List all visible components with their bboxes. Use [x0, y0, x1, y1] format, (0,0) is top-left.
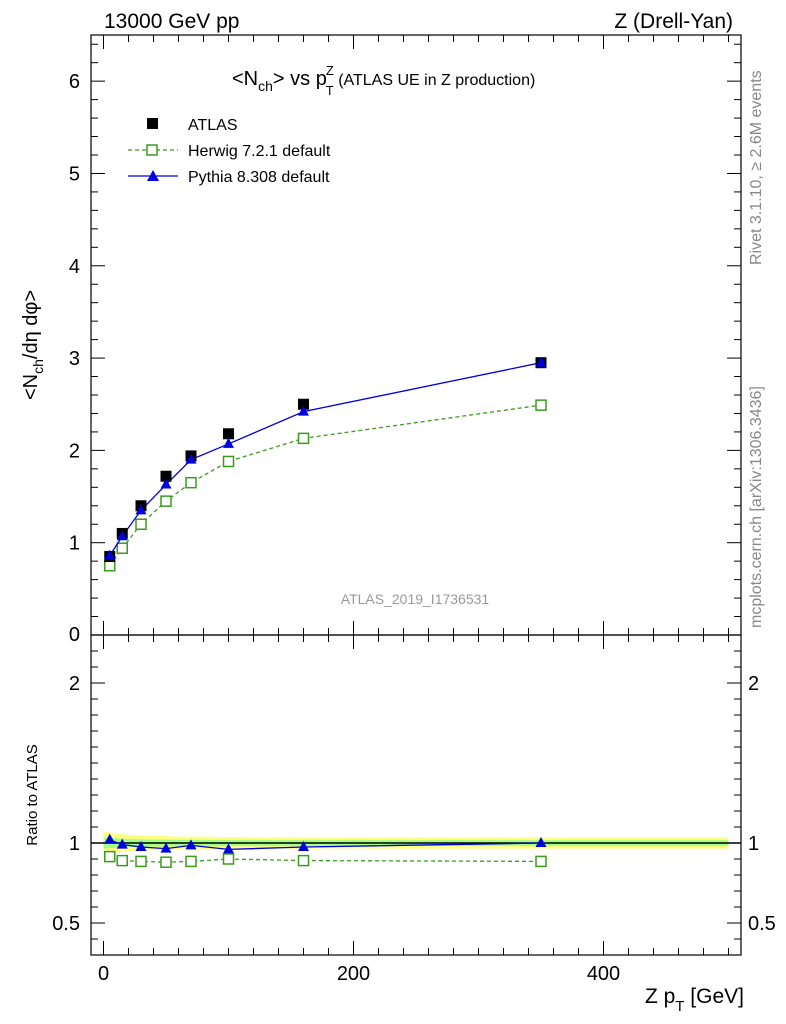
herwig-point [135, 518, 147, 530]
ratio-herwig-point [535, 855, 547, 868]
x-tick-label: 400 [587, 963, 620, 985]
atlas-point [223, 428, 234, 440]
ratio-pythia-point [160, 842, 172, 853]
ratio-pythia-point [116, 838, 128, 849]
ratio-pythia-point [104, 833, 116, 844]
ratio-herwig-point [160, 856, 172, 868]
ratio-herwig-point [222, 853, 235, 865]
y-tick-label: 6 [69, 71, 80, 93]
herwig-point [535, 399, 547, 411]
ratio-y-tick-label-right: 2 [748, 673, 759, 695]
top-series-layer [104, 356, 547, 572]
mcplots-label: mcplots.cern.ch [arXiv:1306.3436] [748, 386, 765, 628]
ratio-pythia-point [135, 841, 147, 851]
pythia-point [298, 405, 309, 416]
pythia-point [185, 453, 197, 464]
ratio-panel-frame [90, 634, 742, 956]
pythia-point [223, 437, 234, 448]
ratio-herwig-point [297, 854, 310, 867]
analysis-id-label: ATLAS_2019_I1736531 [341, 591, 490, 607]
axis-ticks [91, 35, 741, 955]
pythia-point [160, 478, 172, 489]
y-tick-label: 4 [69, 256, 80, 278]
ratio-y-tick-label: 1 [69, 833, 80, 855]
ratio-herwig-point [135, 855, 147, 868]
legend-herwig-marker [146, 144, 158, 156]
legend-pythia-marker [147, 170, 159, 181]
herwig-line [109, 404, 542, 567]
chart-title: <Nch> vs pZ T (ATLAS UE in Z production) [232, 63, 535, 98]
ratio-herwig-point [116, 854, 128, 867]
legend-atlas-label: ATLAS [188, 117, 238, 134]
herwig-point [185, 476, 197, 489]
y-tick-label: 5 [69, 163, 80, 185]
ratio-pythia-point [298, 841, 309, 851]
herwig-point [160, 495, 172, 507]
x-tick-label: 200 [337, 963, 370, 985]
x-tick-label: 0 [98, 963, 109, 985]
ratio-y-axis-label: Ratio to ATLAS [24, 744, 41, 845]
ratio-herwig-line [109, 855, 542, 863]
legend: ATLAS Herwig 7.2.1 default Pythia 8.308 … [128, 117, 331, 186]
header-right-label: Z (Drell-Yan) [614, 10, 733, 33]
pythia-line [109, 362, 542, 556]
legend-pythia-label: Pythia 8.308 default [188, 169, 330, 186]
atlas-point [160, 470, 172, 482]
ratio-y-tick-label: 2 [69, 673, 80, 695]
pythia-point [104, 549, 116, 560]
herwig-point [104, 560, 116, 572]
y-tick-label-zero: 0 [69, 624, 80, 646]
herwig-point [297, 432, 310, 445]
pythia-point [535, 356, 547, 367]
top-y-axis-label: <Nch/dη dφ> [20, 290, 46, 400]
legend-atlas-marker [147, 118, 158, 129]
ratio-y-tick-label: 0.5 [52, 913, 80, 935]
x-axis-label: Z pT [GeV] [645, 985, 744, 1015]
axis-tick-labels: 0 200 400 1 2 3 4 5 6 0 0.5 0.5 1 1 2 2 [52, 71, 776, 985]
pythia-point [116, 530, 128, 541]
y-tick-label: 1 [69, 533, 80, 555]
herwig-point [222, 455, 235, 468]
ratio-y-tick-label-right: 1 [748, 833, 759, 855]
rivet-label: Rivet 3.1.10, ≥ 2.6M events [748, 70, 765, 265]
atlas-point [298, 398, 309, 410]
legend-herwig-label: Herwig 7.2.1 default [188, 143, 331, 160]
ratio-y-tick-label-right: 0.5 [748, 913, 776, 935]
pythia-point [135, 504, 147, 515]
ratio-pythia-point [185, 839, 197, 850]
ratio-error-band [91, 831, 741, 855]
ratio-pythia-point [535, 837, 547, 847]
ratio-herwig-point [104, 850, 116, 863]
ratio-herwig-point [185, 855, 197, 868]
herwig-point [116, 542, 128, 554]
header-left-label: 13000 GeV pp [104, 10, 239, 33]
ratio-pythia-point [223, 843, 234, 854]
ratio-series-layer [104, 833, 547, 868]
y-tick-label: 2 [69, 440, 80, 462]
y-tick-label: 3 [69, 348, 80, 370]
